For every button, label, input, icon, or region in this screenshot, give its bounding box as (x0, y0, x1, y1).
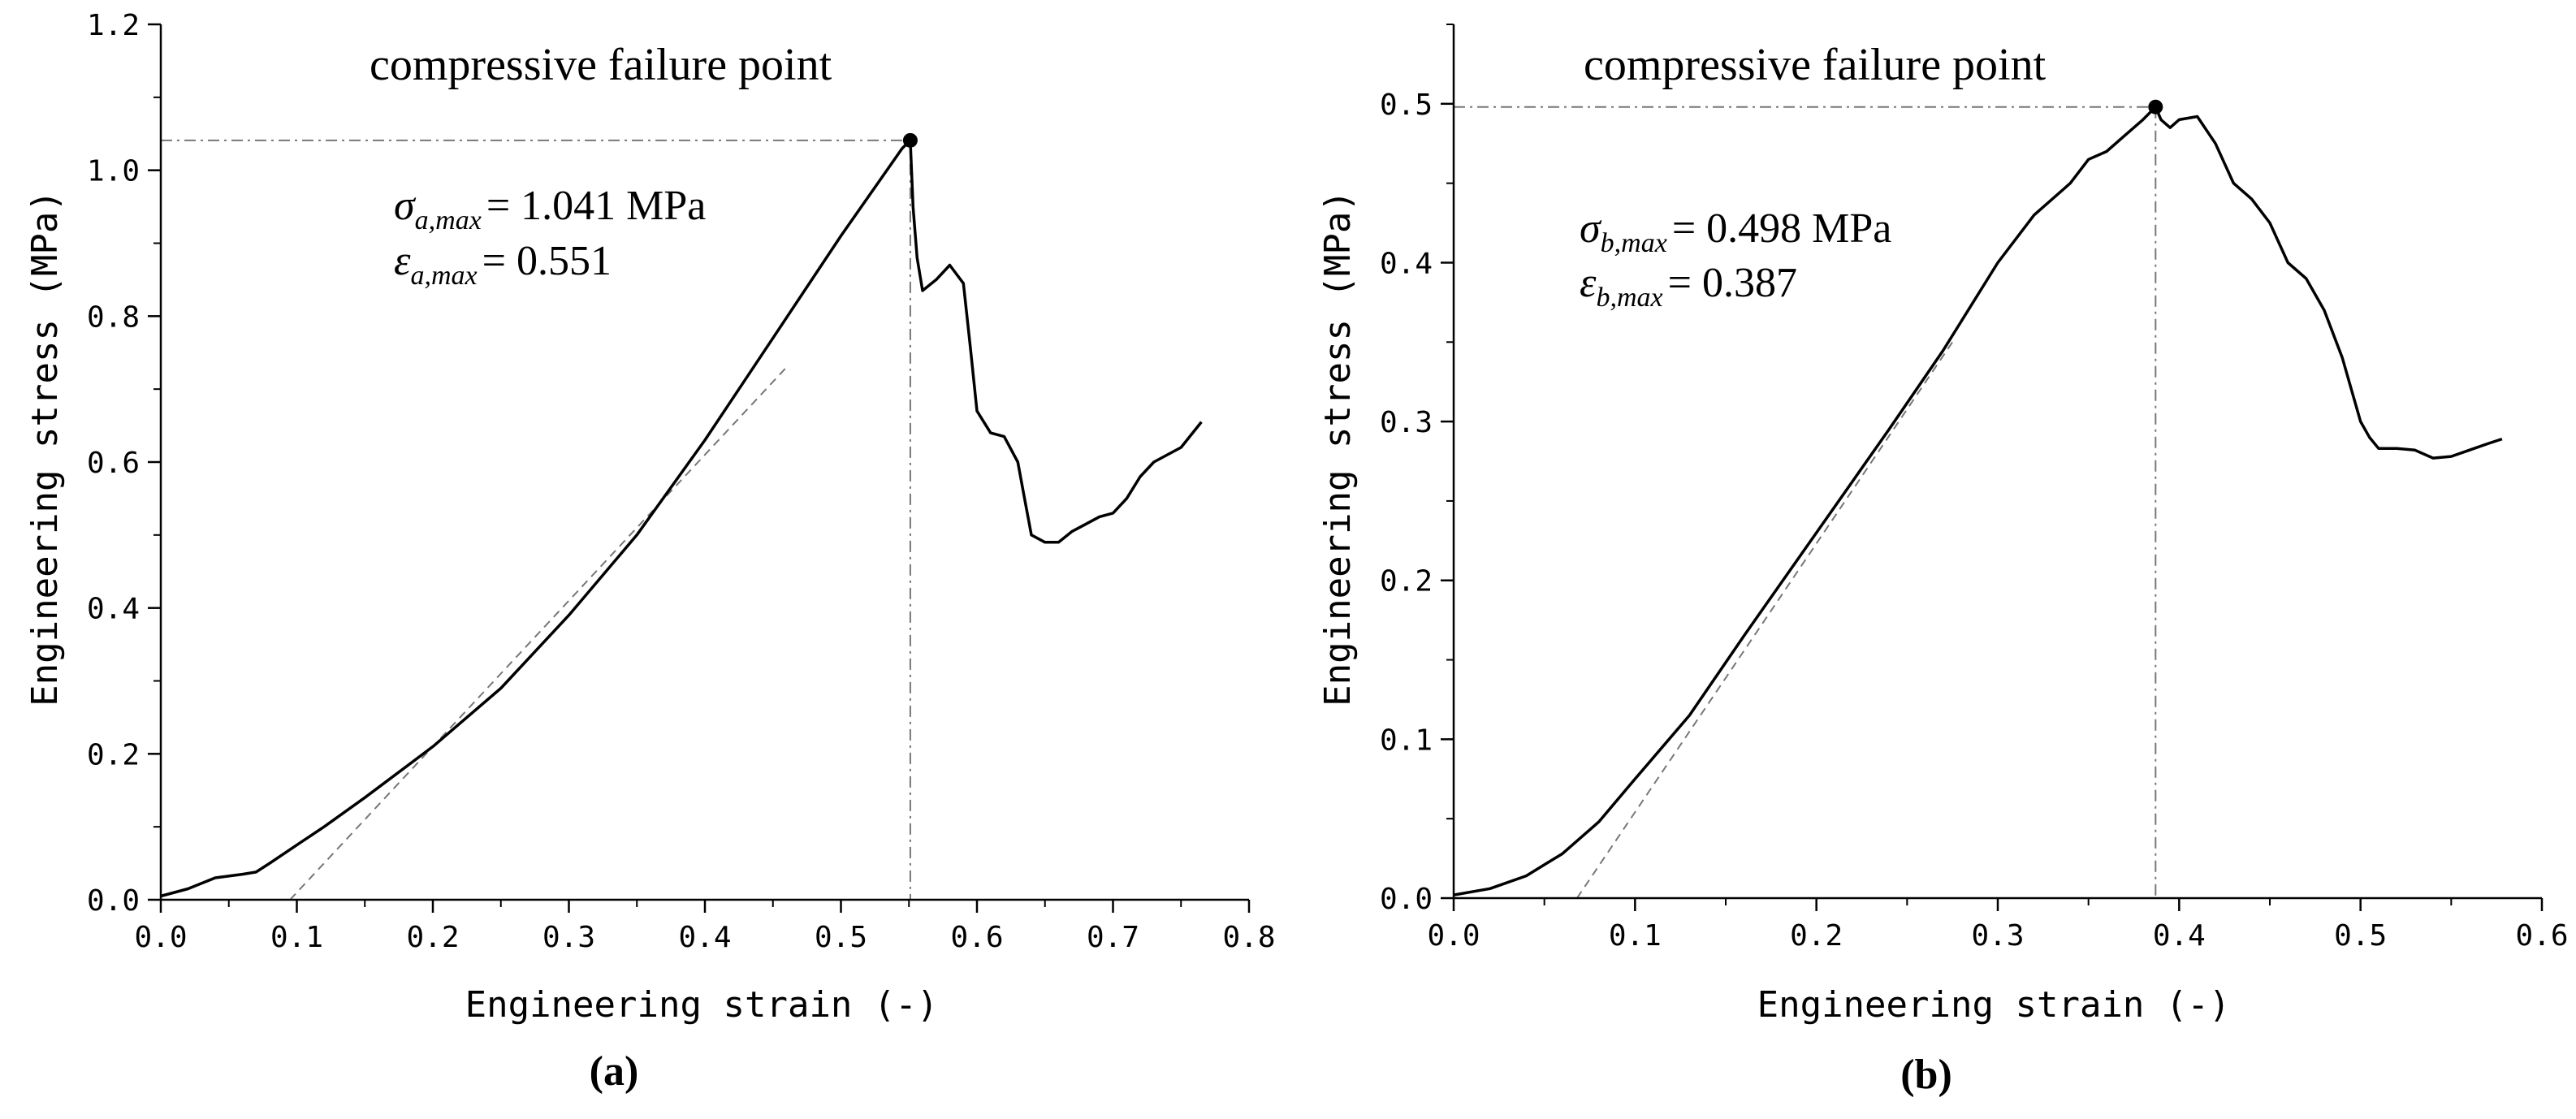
stress-strain-curve-b (1453, 105, 2503, 896)
x-tick-label-b: 0.4 (2153, 919, 2206, 953)
panel-label-b: (b) (1900, 1052, 1952, 1098)
y-tick-label-a: 0.6 (87, 447, 140, 480)
sigma-symbol-a: σ (394, 183, 417, 229)
x-tick-label-a: 0.4 (678, 921, 731, 954)
y-tick-label-a: 1.0 (87, 155, 140, 188)
sigma-max-label-a: σa,max = 1.041 MPa (394, 183, 706, 235)
y-tick-label-b: 0.1 (1380, 724, 1433, 757)
x-tick-label-a: 0.0 (134, 921, 187, 954)
y-tick-label-b: 0.5 (1380, 89, 1433, 122)
x-axis-title-a: Engineering strain (-) (465, 984, 939, 1026)
x-tick-label-a: 0.6 (950, 921, 1003, 954)
x-tick-label-a: 0.2 (406, 921, 459, 954)
x-tick-label-b: 0.3 (1971, 919, 2024, 953)
panel-label-a: (a) (590, 1048, 639, 1095)
annotation-title-a: compressive failure point (370, 40, 832, 90)
x-tick-label-a: 0.8 (1222, 921, 1275, 954)
epsilon-symbol-a: ε (394, 238, 411, 284)
sigma-value-b: = 0.498 MPa (1672, 205, 1892, 252)
epsilon-symbol-b: ε (1580, 260, 1597, 306)
sigma-symbol-b: σ (1580, 205, 1602, 252)
axes-ticks-a (148, 23, 1251, 913)
epsilon-subscript-b: b,max (1597, 283, 1663, 313)
epsilon-subscript-a: a,max (411, 261, 478, 291)
sigma-max-label-b: σb,max = 0.498 MPa (1580, 205, 1891, 258)
y-tick-label-b: 0.2 (1380, 565, 1433, 598)
epsilon-max-label-b: εb,max = 0.387 (1580, 260, 1797, 313)
chart-panel-b: 0.0 0.1 0.2 0.3 0.4 0.5 0.60.00.10.20.30.40.5 … (1317, 24, 2569, 1098)
sigma-subscript-a: a,max (415, 205, 482, 235)
y-tick-label-a: 0.8 (87, 300, 140, 334)
epsilon-value-b: = 0.387 (1668, 260, 1797, 306)
chart-panel-a: 0.0 0.1 0.2 0.3 0.4 0.5 0.6 0.7 0.8 0.0 0.2 0.4 0.6 0… (24, 9, 1276, 1095)
y-axis-title-a: Engineering stress (MPa) (24, 190, 66, 706)
x-axis-title-b: Engineering strain (-) (1757, 984, 2231, 1026)
y-tick-label-b: 0.3 (1380, 406, 1433, 439)
reference-lines-b (1454, 106, 2157, 899)
sigma-value-a: = 1.041 MPa (486, 183, 707, 229)
tick-labels-a: 0.0 0.1 0.2 0.3 0.4 0.5 0.6 0.7 0.8 0.0 0.2 0.4 0.6 0… (87, 9, 1276, 954)
reference-lines-a (161, 139, 911, 901)
epsilon-value-a: = 0.551 (482, 238, 612, 284)
axes-ticks-b (1441, 24, 2544, 911)
y-tick-label-a: 1.2 (87, 9, 140, 42)
x-tick-label-b: 0.0 (1427, 919, 1480, 953)
x-tick-label-a: 0.3 (542, 921, 595, 954)
x-tick-label-a: 0.1 (270, 921, 323, 954)
tangent-line-b (1576, 341, 1953, 899)
x-tick-label-b: 0.5 (2334, 919, 2387, 953)
y-tick-label-a: 0.4 (87, 593, 140, 626)
epsilon-max-label-a: εa,max = 0.551 (394, 238, 612, 291)
y-tick-label-a: 0.2 (87, 738, 140, 771)
y-tick-label-b: 0.4 (1380, 247, 1433, 280)
y-axis-title-b: Engineering stress (MPa) (1317, 190, 1359, 706)
x-tick-label-b: 0.1 (1609, 919, 1662, 953)
tick-labels-b: 0.0 0.1 0.2 0.3 0.4 0.5 0.6 0.0 0.1 0.2 0.3 0.4 0.5 (1380, 89, 2569, 953)
failure-point-marker-a (902, 132, 918, 148)
x-tick-label-b: 0.6 (2515, 919, 2568, 953)
stress-strain-curve-a (160, 139, 1203, 898)
y-tick-label-a: 0.0 (87, 884, 140, 918)
annotation-title-b: compressive failure point (1584, 40, 2047, 90)
y-tick-label-b: 0.0 (1380, 883, 1433, 916)
failure-point-marker-b (2148, 99, 2163, 114)
tangent-line-a (289, 366, 788, 901)
x-tick-label-a: 0.7 (1087, 921, 1139, 954)
sigma-subscript-b: b,max (1601, 228, 1667, 258)
x-tick-label-a: 0.5 (815, 921, 867, 954)
x-tick-label-b: 0.2 (1790, 919, 1843, 953)
